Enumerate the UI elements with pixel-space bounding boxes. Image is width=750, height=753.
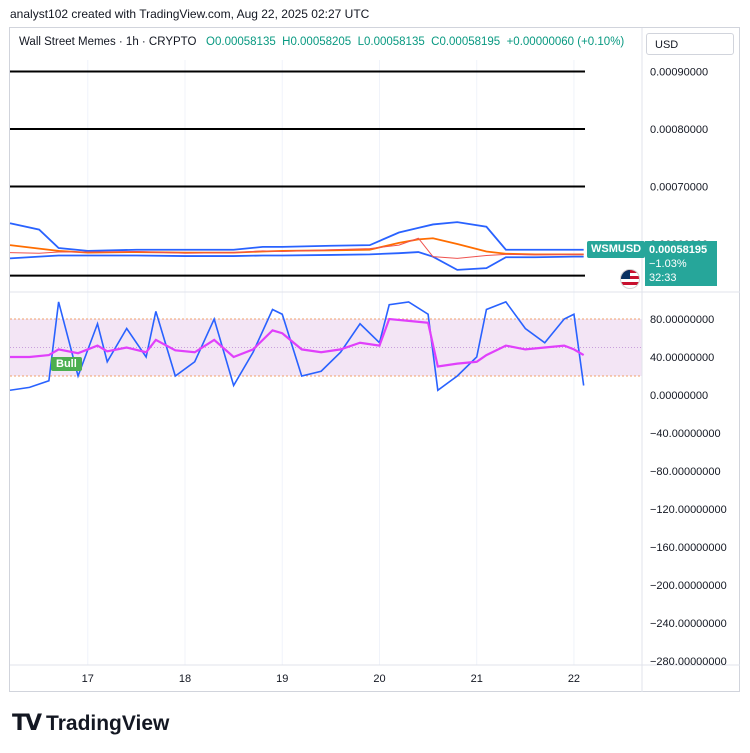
- oscillator-tick-label: −40.00000000: [650, 428, 721, 440]
- currency-button[interactable]: USD: [646, 33, 734, 55]
- bar-countdown: 32:33: [649, 272, 677, 284]
- chart-frame: [9, 27, 740, 692]
- time-tick-label: 19: [276, 673, 288, 685]
- us-flag-icon: [620, 269, 640, 289]
- time-tick-label: 17: [82, 673, 94, 685]
- close-value: C0.00058195: [431, 36, 501, 48]
- chart-caption: analyst102 created with TradingView.com,…: [10, 7, 370, 21]
- price-tick-label: 0.00070000: [650, 182, 708, 194]
- oscillator-tick-label: 0.00000000: [650, 390, 708, 402]
- stochastic-pane: [9, 300, 642, 392]
- upper-band-line: [9, 221, 584, 252]
- time-tick-label: 18: [179, 673, 191, 685]
- oscillator-tick-label: −120.00000000: [650, 504, 727, 516]
- symbol-line: Wall Street Memes · 1h · CRYPTO: [19, 36, 197, 48]
- oscillator-tick-label: −160.00000000: [650, 542, 727, 554]
- bull-badge: Bull: [51, 357, 82, 371]
- oscillator-tick-label: −200.00000000: [650, 580, 727, 592]
- lower-band-line: [9, 251, 584, 271]
- oscillator-tick-label: −280.00000000: [650, 656, 727, 668]
- symbol-price-tag: WSMUSD: [587, 241, 646, 258]
- tradingview-logo[interactable]: TV TradingView: [12, 711, 169, 736]
- time-tick-label: 22: [568, 673, 580, 685]
- axes: 0.000900000.000800000.000700000.00060000…: [10, 28, 740, 692]
- tradingview-mark-icon: TV: [12, 711, 42, 736]
- stoch-d-line: [10, 317, 585, 368]
- low-value: L0.00058135: [357, 36, 425, 48]
- ohlc-legend: Wall Street Memes · 1h · CRYPTO O0.00058…: [19, 36, 624, 48]
- oscillator-tick-label: −240.00000000: [650, 618, 727, 630]
- oscillator-tick-label: −80.00000000: [650, 466, 721, 478]
- basis-line: [9, 237, 584, 256]
- price-pane: [9, 70, 585, 277]
- change-value: +0.00000060 (+0.10%): [506, 36, 625, 48]
- last-price-value: 0.00058195: [649, 244, 708, 256]
- open-value: O0.00058135: [206, 36, 276, 48]
- price-tick-label: 0.00090000: [650, 67, 708, 79]
- last-price-label: 0.00058195 −1.03% 32:33: [645, 241, 717, 286]
- last-price-change: −1.03%: [649, 258, 687, 270]
- oscillator-tick-label: 40.00000000: [650, 352, 714, 364]
- time-tick-label: 21: [471, 673, 483, 685]
- time-tick-label: 20: [373, 673, 385, 685]
- tradingview-wordmark: TradingView: [46, 711, 170, 735]
- oscillator-tick-label: 80.00000000: [650, 314, 714, 326]
- high-value: H0.00058205: [282, 36, 352, 48]
- price-tick-label: 0.00080000: [650, 124, 708, 136]
- price-line: [9, 237, 584, 259]
